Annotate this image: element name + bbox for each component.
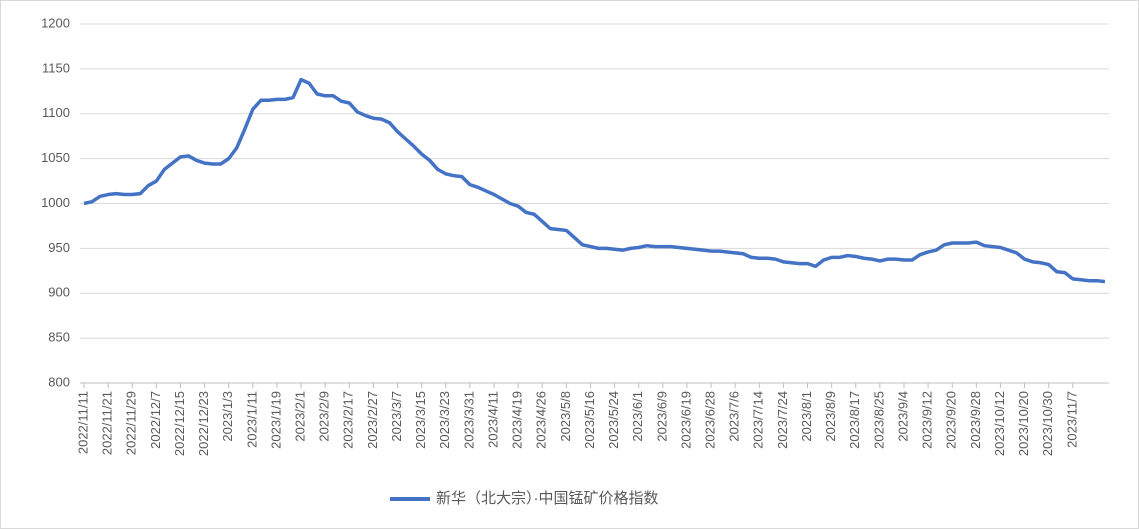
x-tick-label: 2023/6/9 [654,391,669,442]
x-tick-label: 2023/8/25 [871,391,886,449]
x-tick-label: 2023/7/24 [775,391,790,449]
y-tick-label: 1050 [41,150,70,165]
x-tick-label: 2023/7/6 [727,391,742,442]
x-tick-label: 2023/8/9 [823,391,838,442]
x-tick-label: 2023/9/12 [920,391,935,449]
y-tick-label: 1000 [41,195,70,210]
x-tick-label: 2023/8/17 [847,391,862,449]
y-tick-label: 1200 [41,15,70,30]
x-tick-label: 2023/5/24 [606,391,621,449]
x-tick-label: 2022/11/29 [124,391,139,455]
y-tick-label: 950 [48,240,70,255]
x-tick-label: 2023/10/30 [1040,391,1055,456]
x-tick-label: 2022/11/11 [75,391,90,454]
x-tick-label: 2022/12/23 [196,391,211,456]
x-tick-label: 2023/11/7 [1064,391,1079,448]
x-tick-label: 2022/11/21 [100,391,115,455]
x-tick-label: 2022/12/7 [148,391,163,449]
x-tick-label: 2023/10/12 [992,391,1007,456]
y-tick-label: 1100 [42,105,70,120]
x-tick-label: 2023/1/11 [244,391,259,448]
x-tick-label: 2023/3/15 [413,391,428,449]
x-tick-label: 2022/12/15 [172,391,187,456]
y-tick-label: 800 [48,374,70,389]
x-tick-label: 2023/5/8 [558,391,573,442]
x-tick-label: 2023/9/20 [944,391,959,449]
x-tick-label: 2023/9/4 [895,391,910,442]
x-tick-label: 2023/1/19 [268,391,283,449]
x-tick-label: 2023/2/1 [293,391,308,442]
x-tick-label: 2023/2/9 [317,391,332,442]
x-tick-label: 2023/1/3 [220,391,235,442]
x-tick-label: 2023/6/1 [630,391,645,442]
x-tick-label: 2023/8/1 [799,391,814,442]
x-tick-label: 2023/10/20 [1016,391,1031,456]
series-line [83,77,1106,284]
x-tick-label: 2023/2/17 [341,391,356,449]
legend-label: 新华（北大宗）·中国锰矿价格指数 [436,489,659,507]
x-tick-label: 2023/9/28 [968,391,983,449]
x-tick-label: 2023/7/14 [751,391,766,449]
y-tick-label: 850 [48,330,70,345]
x-tick-label: 2023/4/26 [534,391,549,449]
y-tick-label: 1150 [42,60,70,75]
x-tick-label: 2023/4/11 [485,391,500,448]
x-tick-label: 2023/4/19 [510,391,525,449]
x-tick-label: 2023/3/31 [461,391,476,449]
x-tick-label: 2023/6/28 [703,391,718,449]
x-tick-label: 2023/5/16 [582,391,597,449]
y-tick-label: 900 [48,285,70,300]
x-tick-label: 2023/2/27 [365,391,380,449]
x-tick-label: 2023/3/7 [389,391,404,442]
x-tick-label: 2023/6/19 [678,391,693,449]
x-tick-label: 2023/3/23 [437,391,452,449]
